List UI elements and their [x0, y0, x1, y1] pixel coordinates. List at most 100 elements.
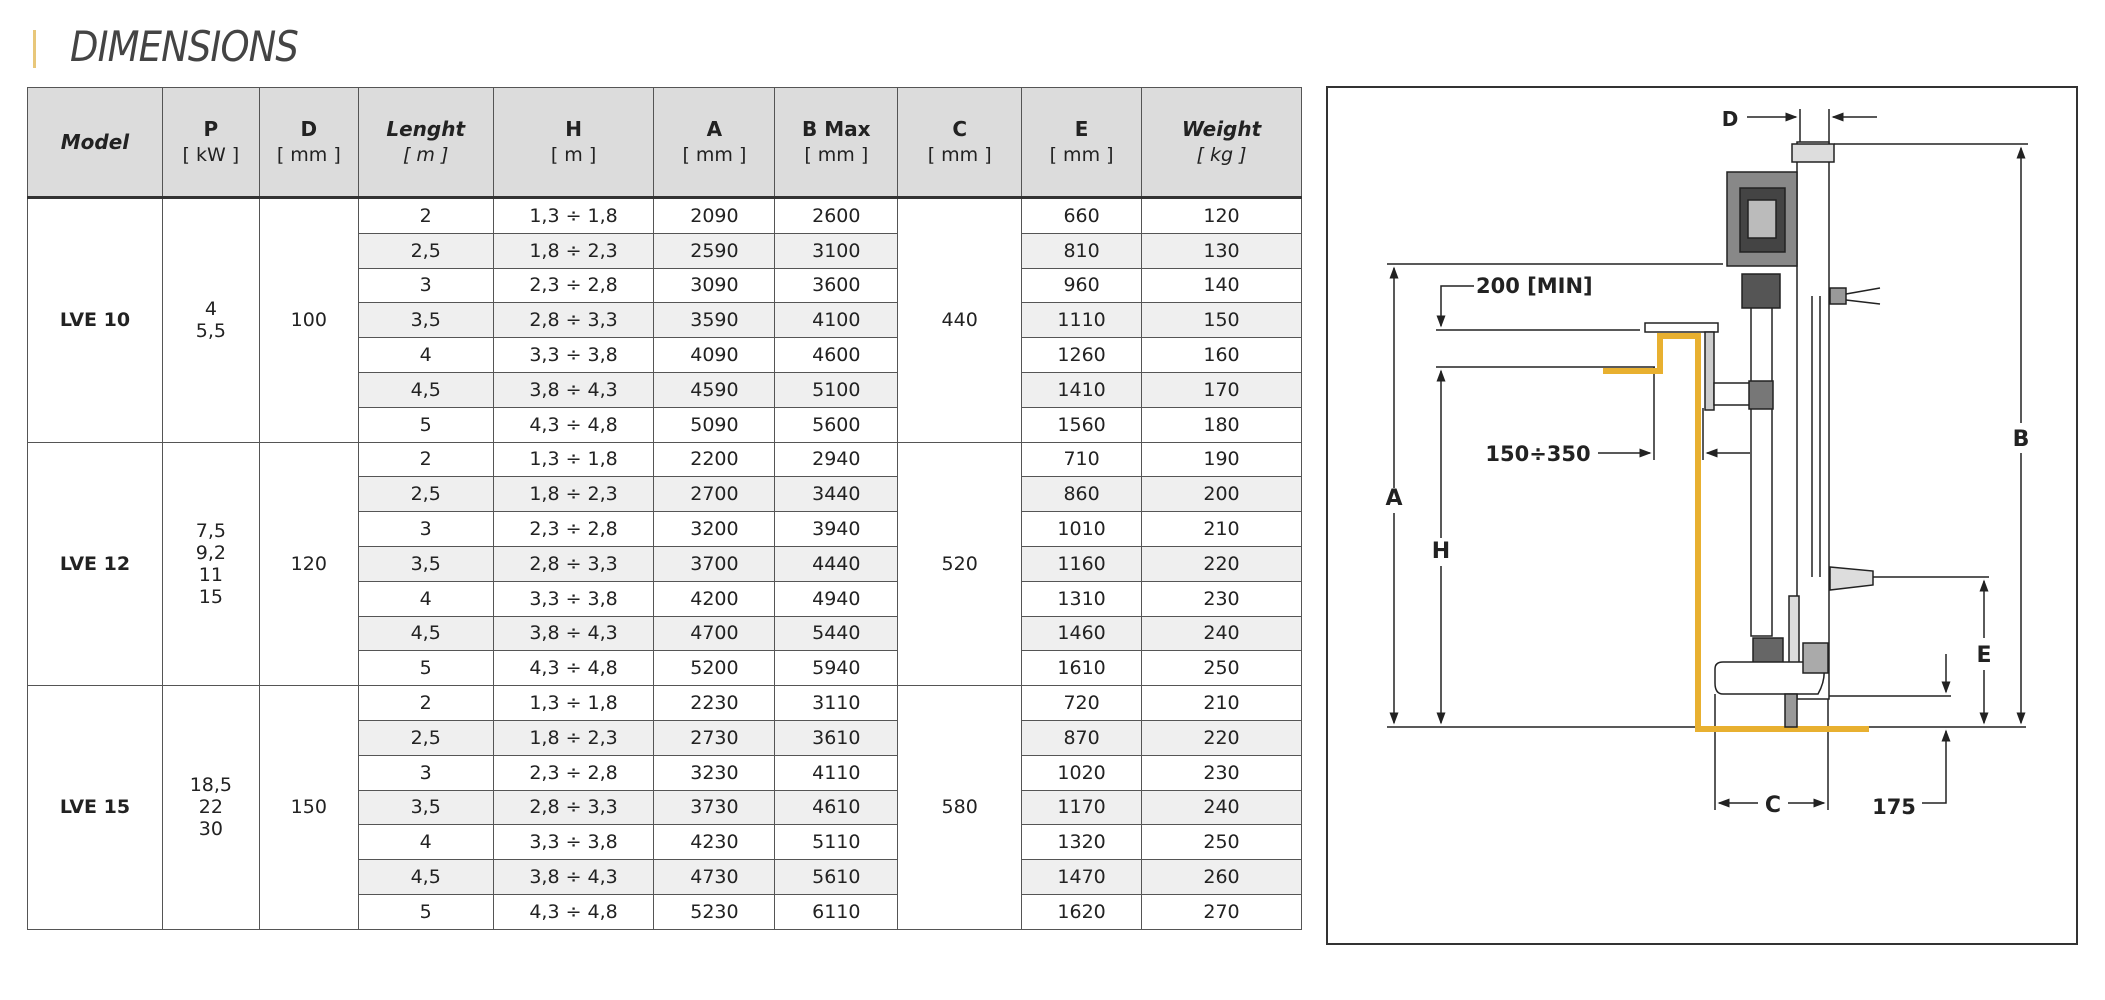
h-cell: 2,3 ÷ 2,8	[492, 511, 655, 547]
power-cell: 18,5 22 30	[161, 685, 260, 930]
column-header: A[ mm ]	[653, 87, 776, 198]
e-cell: 810	[1021, 232, 1143, 269]
h-cell: 2,3 ÷ 2,8	[492, 267, 655, 304]
b-max-cell: 5940	[774, 650, 899, 687]
e-cell: 1110	[1021, 302, 1143, 339]
table-row: 3 2,3 ÷ 2,8 3200 3940 1010 210	[28, 511, 1302, 547]
b-max-cell: 5110	[774, 824, 899, 861]
length-cell: 3	[357, 754, 494, 791]
a-cell: 2200	[653, 441, 776, 478]
model-cell: LVE 15	[27, 685, 163, 930]
column-header-label: Lenght	[386, 116, 466, 141]
weight-cell: 270	[1141, 893, 1302, 930]
weight-cell: 240	[1141, 615, 1302, 652]
min-arrow	[1436, 285, 1474, 328]
a-cell: 5230	[653, 893, 776, 930]
table-row: 5 4,3 ÷ 4,8 5090 5600 1560 180	[28, 406, 1302, 443]
table-row: 3,5 2,8 ÷ 3,3 3590 4100 1110 150	[28, 302, 1302, 339]
length-cell: 3,5	[357, 789, 494, 826]
length-cell: 4,5	[357, 615, 494, 652]
weight-cell: 170	[1141, 371, 1302, 408]
e-cell: 720	[1021, 685, 1143, 721]
length-cell: 2	[357, 441, 494, 478]
power-value: 15	[198, 585, 223, 608]
a-cell: 2590	[653, 232, 776, 269]
a-cell: 2230	[653, 685, 776, 721]
h-cell: 4,3 ÷ 4,8	[492, 406, 655, 443]
e-cell: 1170	[1021, 789, 1143, 826]
column-header: P[ kW ]	[161, 87, 260, 198]
a-cell: 4730	[653, 859, 776, 895]
page-title: DIMENSIONS	[70, 22, 299, 71]
diameter-cell: 100	[258, 197, 359, 443]
h-cell: 3,3 ÷ 3,8	[492, 337, 655, 373]
column-header-label: E	[1074, 116, 1089, 141]
column-header-unit: [ kW ]	[182, 143, 240, 166]
h-cell: 1,8 ÷ 2,3	[492, 719, 655, 756]
e-cell: 1460	[1021, 615, 1143, 652]
table-row: 2,5 1,8 ÷ 2,3 2700 3440 860 200	[28, 476, 1302, 513]
length-cell: 2	[357, 197, 494, 234]
c-cell: 580	[897, 685, 1023, 930]
h-cell: 4,3 ÷ 4,8	[492, 650, 655, 687]
weight-cell: 240	[1141, 789, 1302, 826]
e-cell: 1560	[1021, 406, 1143, 443]
b-max-cell: 6110	[774, 893, 899, 930]
weight-cell: 190	[1141, 441, 1302, 478]
length-cell: 3	[357, 267, 494, 304]
column-header: Weight[ kg ]	[1141, 87, 1302, 198]
table-row: 4 3,3 ÷ 3,8 4200 4940 1310 230	[28, 580, 1302, 617]
column-header-unit: [ kg ]	[1196, 143, 1247, 166]
table-row: LVE 12 7,5 9,2 11 15 120 2 1,3 ÷ 1,8 2200 2940 520…	[27, 441, 1302, 687]
a-cell: 4200	[653, 580, 776, 617]
b-max-cell: 4940	[774, 580, 899, 617]
table-row: 4 3,3 ÷ 3,8 4090 4600 1260 160	[28, 337, 1302, 373]
power-value: 30	[198, 818, 223, 841]
length-cell: 4,5	[357, 371, 494, 408]
length-cell: 4,5	[357, 859, 494, 895]
b-max-cell: 3440	[774, 476, 899, 513]
length-cell: 5	[357, 893, 494, 930]
column-header: D[ mm ]	[258, 87, 359, 198]
tank-wall	[1603, 333, 1869, 732]
label-d: D	[1722, 107, 1739, 131]
table-row: 4,5 3,8 ÷ 4,3 4730 5610 1470 260	[28, 859, 1302, 895]
h-cell: 2,8 ÷ 3,3	[492, 302, 655, 339]
h-cell: 4,3 ÷ 4,8	[492, 893, 655, 930]
length-cell: 3	[357, 511, 494, 547]
e-cell: 1610	[1021, 650, 1143, 687]
e-cell: 1470	[1021, 859, 1143, 895]
column-header-label: P	[203, 116, 219, 141]
power-value: 7,5	[195, 519, 226, 542]
b-max-cell: 5610	[774, 859, 899, 895]
title-accent-bar	[33, 30, 36, 68]
column-header: E[ mm ]	[1021, 87, 1143, 198]
a-cell: 3090	[653, 267, 776, 304]
table-row: 4,5 3,8 ÷ 4,3 4700 5440 1460 240	[28, 615, 1302, 652]
label-200-min: 200 [MIN]	[1476, 274, 1593, 298]
length-cell: 3,5	[357, 302, 494, 339]
h-cell: 3,8 ÷ 4,3	[492, 615, 655, 652]
e-cell: 1320	[1021, 824, 1143, 861]
column-header: Lenght[ m ]	[357, 87, 494, 198]
column-header-unit: [ mm ]	[1049, 143, 1114, 166]
c-cell: 520	[897, 441, 1023, 687]
table-row: 2,5 1,8 ÷ 2,3 2590 3100 810 130	[28, 232, 1302, 269]
weight-cell: 200	[1141, 476, 1302, 513]
e-cell: 1310	[1021, 580, 1143, 617]
h-cell: 3,8 ÷ 4,3	[492, 859, 655, 895]
power-value: 18,5	[189, 774, 233, 797]
e-cell: 710	[1021, 441, 1143, 478]
h-cell: 1,8 ÷ 2,3	[492, 232, 655, 269]
b-max-cell: 3100	[774, 232, 899, 269]
column-header-unit: [ m ]	[550, 143, 597, 166]
a-cell: 4090	[653, 337, 776, 373]
h-cell: 1,3 ÷ 1,8	[492, 685, 655, 721]
power-value: 4	[204, 298, 217, 321]
model-cell: LVE 12	[27, 441, 163, 687]
pump-drawing	[1644, 141, 1881, 728]
weight-cell: 230	[1141, 580, 1302, 617]
table-row: 3 2,3 ÷ 2,8 3090 3600 960 140	[28, 267, 1302, 304]
a-cell: 2730	[653, 719, 776, 756]
h-cell: 1,3 ÷ 1,8	[492, 197, 655, 234]
